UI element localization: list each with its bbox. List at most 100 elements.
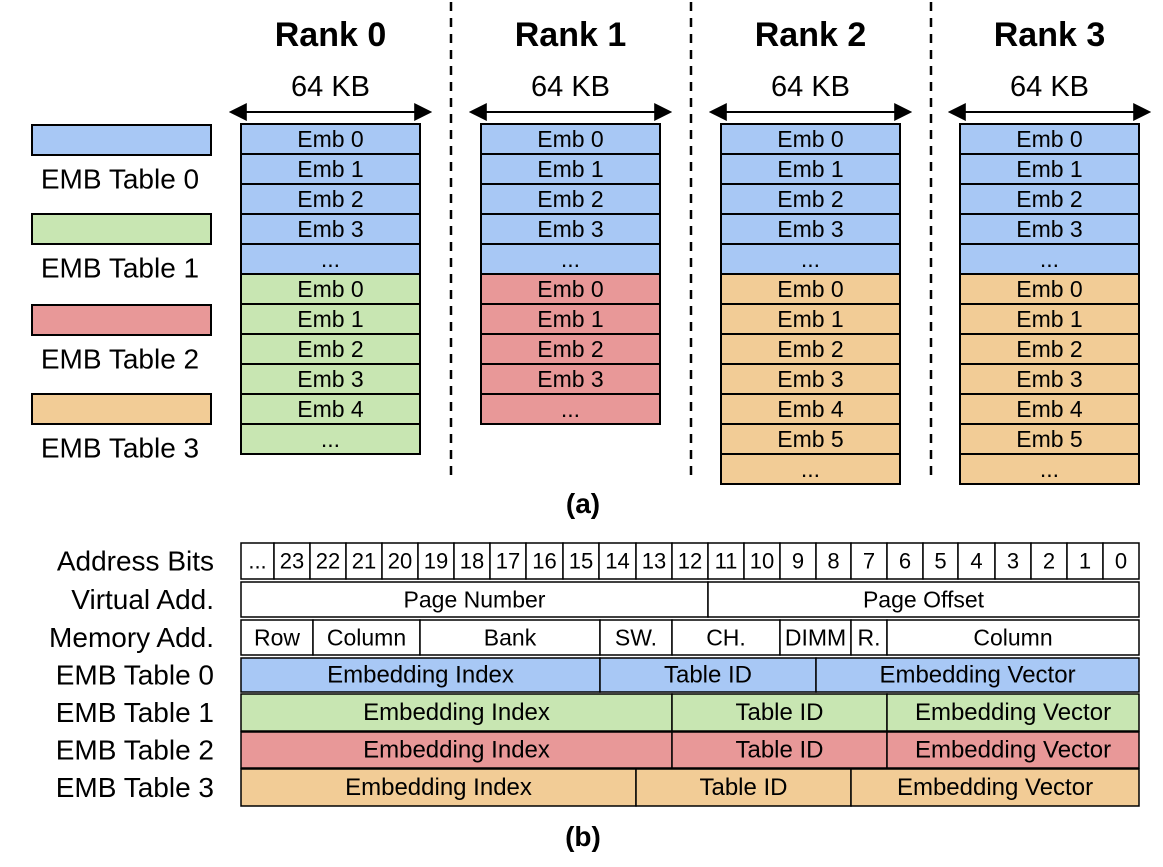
field-label: Column	[973, 625, 1052, 651]
embedding-label: Emb 0	[1016, 126, 1082, 152]
embedding-group: Emb 0 Emb 1 Emb 2 Emb 3...	[720, 123, 901, 275]
field-label: Page Offset	[863, 587, 985, 613]
bit-cell	[635, 542, 673, 580]
bit-label: 11	[715, 549, 738, 574]
bit-cell	[850, 542, 888, 580]
embedding-label: ...	[801, 456, 820, 482]
embedding-row	[959, 273, 1140, 305]
bit-label: 20	[388, 549, 412, 574]
legend-label: EMB Table 0	[41, 164, 199, 195]
embedding-row	[240, 183, 421, 215]
embedding-label: Emb 3	[1016, 366, 1082, 392]
field-cell	[671, 731, 888, 769]
embedding-row	[720, 363, 901, 395]
embedding-row	[720, 183, 901, 215]
embedding-label: ...	[321, 246, 340, 272]
field-label: R.	[858, 625, 881, 651]
caption-a: (a)	[566, 488, 600, 519]
bit-label: 19	[424, 549, 448, 574]
bit-label: 9	[792, 549, 804, 574]
embedding-row	[959, 303, 1140, 335]
bit-cell	[525, 542, 564, 580]
embedding-row	[240, 363, 421, 395]
bit-cell	[1066, 542, 1104, 580]
legend-item: EMB Table 0	[31, 124, 212, 195]
bit-label: 10	[750, 549, 774, 574]
embedding-label: Emb 2	[1016, 336, 1082, 362]
address-row-label: EMB Table 1	[56, 697, 214, 728]
legend-label: EMB Table 3	[41, 433, 199, 464]
emb-table-address-row: Embedding Index Table ID Embedding Vector	[240, 731, 1140, 769]
embedding-row	[480, 153, 661, 185]
bit-label: 8	[827, 549, 839, 574]
embedding-label: Emb 1	[777, 306, 843, 332]
legend-swatch	[31, 393, 212, 425]
bit-cell	[922, 542, 959, 580]
embedding-row	[959, 123, 1140, 155]
embedding-label: Emb 3	[777, 366, 843, 392]
embedding-row	[959, 393, 1140, 425]
embedding-row	[240, 393, 421, 425]
field-label: Table ID	[735, 737, 823, 764]
address-row-label: Address Bits	[57, 546, 214, 577]
field-cell	[886, 693, 1140, 732]
embedding-label: Emb 3	[537, 216, 603, 242]
rank-title: Rank 3	[994, 16, 1106, 54]
field-cell	[779, 619, 852, 656]
bit-label: 3	[1007, 549, 1019, 574]
legend-item: EMB Table 1	[31, 213, 212, 284]
embedding-label: Emb 4	[1016, 396, 1083, 422]
bit-cell	[489, 542, 527, 580]
bit-label: 13	[642, 549, 666, 574]
address-row-label: EMB Table 2	[56, 735, 214, 766]
bit-cell	[417, 542, 455, 580]
field-cell	[707, 581, 1140, 618]
embedding-label: Emb 0	[297, 276, 363, 302]
field-cell	[635, 768, 852, 807]
bit-label: 21	[352, 549, 376, 574]
bit-label: 17	[496, 549, 520, 574]
embedding-row	[959, 453, 1140, 485]
address-mapping-table: Address Bits Virtual Add. Memory Add. EMB T…	[49, 542, 1140, 807]
embedding-row	[480, 393, 661, 425]
field-cell	[815, 657, 1140, 693]
address-row-label: Memory Add.	[49, 622, 214, 653]
address-row-label: Virtual Add.	[71, 584, 214, 615]
field-label: Table ID	[699, 774, 787, 801]
legend-item: EMB Table 3	[31, 393, 212, 464]
bit-cell	[671, 542, 709, 580]
embedding-label: Emb 1	[537, 156, 603, 182]
embedding-label: Emb 0	[537, 276, 603, 302]
embedding-label: Emb 3	[1016, 216, 1082, 242]
field-label: Column	[327, 625, 406, 651]
embedding-label: Emb 3	[777, 216, 843, 242]
embedding-group: Emb 0 Emb 1 Emb 2 Emb 3 Emb 4...	[240, 273, 421, 455]
embedding-row	[959, 423, 1140, 455]
bit-cell	[453, 542, 491, 580]
bit-cell	[381, 542, 419, 580]
embedding-row	[959, 333, 1140, 365]
embedding-row	[480, 213, 661, 245]
rank-size-label: 64 KB	[771, 71, 850, 103]
bit-cell	[598, 542, 637, 580]
address-bits-row: ... 23 22 21 20 19 18 17 16 15 14 13 12 11 10 9 8 7 6 5 4 3 2 1…	[240, 542, 1140, 580]
field-cell	[599, 657, 817, 693]
field-cell	[240, 731, 673, 769]
rank-dividers	[449, 2, 933, 482]
rank-size-label: 64 KB	[291, 71, 370, 103]
bit-label: 22	[316, 549, 340, 574]
field-label: Bank	[484, 625, 537, 651]
bit-label: 4	[970, 549, 982, 574]
embedding-group: Emb 0 Emb 1 Emb 2 Emb 3...	[959, 123, 1140, 275]
embedding-label: Emb 0	[297, 126, 363, 152]
embedding-row	[720, 123, 901, 155]
embedding-label: Emb 1	[1016, 306, 1082, 332]
embedding-label: Emb 3	[297, 366, 363, 392]
field-label: DIMM	[785, 625, 846, 651]
field-cell	[850, 619, 888, 656]
virtual-address-row: Page Number Page Offset	[240, 581, 1140, 618]
embedding-row	[240, 243, 421, 275]
embedding-label: Emb 2	[777, 336, 843, 362]
